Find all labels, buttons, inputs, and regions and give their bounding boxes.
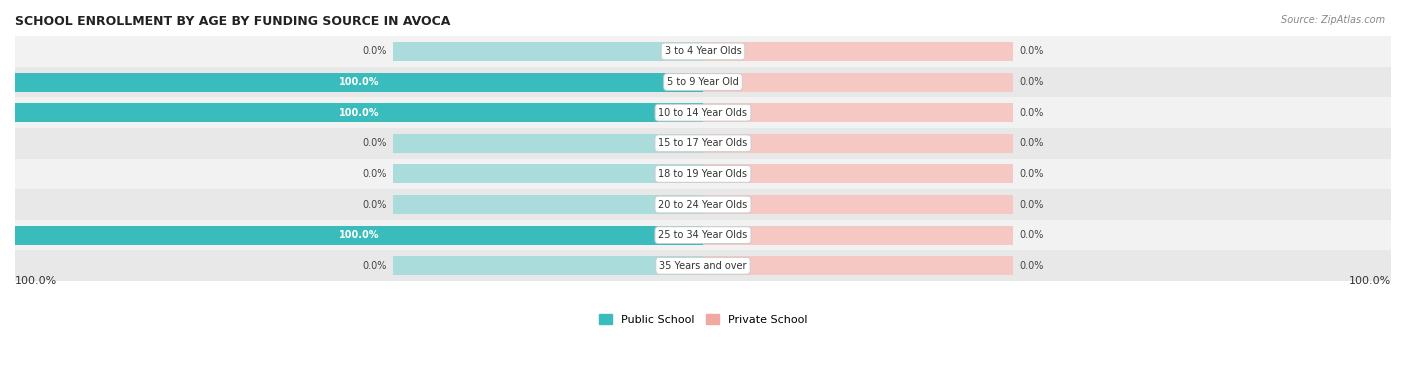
Bar [703, 72, 1012, 92]
Bar [394, 164, 703, 183]
Text: 100.0%: 100.0% [339, 77, 380, 87]
Legend: Public School, Private School: Public School, Private School [595, 310, 811, 329]
Text: Source: ZipAtlas.com: Source: ZipAtlas.com [1281, 15, 1385, 25]
Bar [15, 128, 1391, 159]
Text: 0.0%: 0.0% [1019, 169, 1043, 179]
Bar [15, 97, 1391, 128]
Bar [703, 103, 1012, 122]
Bar [703, 134, 1012, 153]
Text: 18 to 19 Year Olds: 18 to 19 Year Olds [658, 169, 748, 179]
Text: 10 to 14 Year Olds: 10 to 14 Year Olds [658, 108, 748, 118]
Text: 25 to 34 Year Olds: 25 to 34 Year Olds [658, 230, 748, 240]
Text: 35 Years and over: 35 Years and over [659, 261, 747, 271]
Bar [394, 256, 703, 275]
Text: 0.0%: 0.0% [1019, 230, 1043, 240]
Text: 100.0%: 100.0% [15, 276, 58, 286]
Text: 0.0%: 0.0% [1019, 138, 1043, 148]
Bar [394, 72, 703, 92]
Bar [15, 220, 1391, 250]
Text: 100.0%: 100.0% [339, 230, 380, 240]
Bar [15, 103, 703, 122]
Text: 0.0%: 0.0% [1019, 108, 1043, 118]
Text: 0.0%: 0.0% [1019, 261, 1043, 271]
Text: 0.0%: 0.0% [363, 261, 387, 271]
Text: 0.0%: 0.0% [363, 138, 387, 148]
Bar [15, 250, 1391, 281]
Bar [394, 42, 703, 61]
Bar [703, 195, 1012, 214]
Bar [703, 164, 1012, 183]
Bar [703, 226, 1012, 245]
Bar [394, 134, 703, 153]
Text: 20 to 24 Year Olds: 20 to 24 Year Olds [658, 199, 748, 210]
Text: 0.0%: 0.0% [363, 46, 387, 57]
Text: 0.0%: 0.0% [1019, 77, 1043, 87]
Text: 0.0%: 0.0% [363, 169, 387, 179]
Bar [394, 103, 703, 122]
Text: SCHOOL ENROLLMENT BY AGE BY FUNDING SOURCE IN AVOCA: SCHOOL ENROLLMENT BY AGE BY FUNDING SOUR… [15, 15, 450, 28]
Bar [15, 67, 1391, 97]
Bar [394, 195, 703, 214]
Text: 0.0%: 0.0% [1019, 199, 1043, 210]
Text: 3 to 4 Year Olds: 3 to 4 Year Olds [665, 46, 741, 57]
Bar [15, 226, 703, 245]
Bar [15, 159, 1391, 189]
Bar [15, 72, 703, 92]
Text: 100.0%: 100.0% [1348, 276, 1391, 286]
Bar [394, 226, 703, 245]
Text: 15 to 17 Year Olds: 15 to 17 Year Olds [658, 138, 748, 148]
Bar [15, 189, 1391, 220]
Text: 5 to 9 Year Old: 5 to 9 Year Old [666, 77, 740, 87]
Text: 0.0%: 0.0% [1019, 46, 1043, 57]
Text: 100.0%: 100.0% [339, 108, 380, 118]
Bar [15, 36, 1391, 67]
Bar [703, 42, 1012, 61]
Text: 0.0%: 0.0% [363, 199, 387, 210]
Bar [703, 256, 1012, 275]
